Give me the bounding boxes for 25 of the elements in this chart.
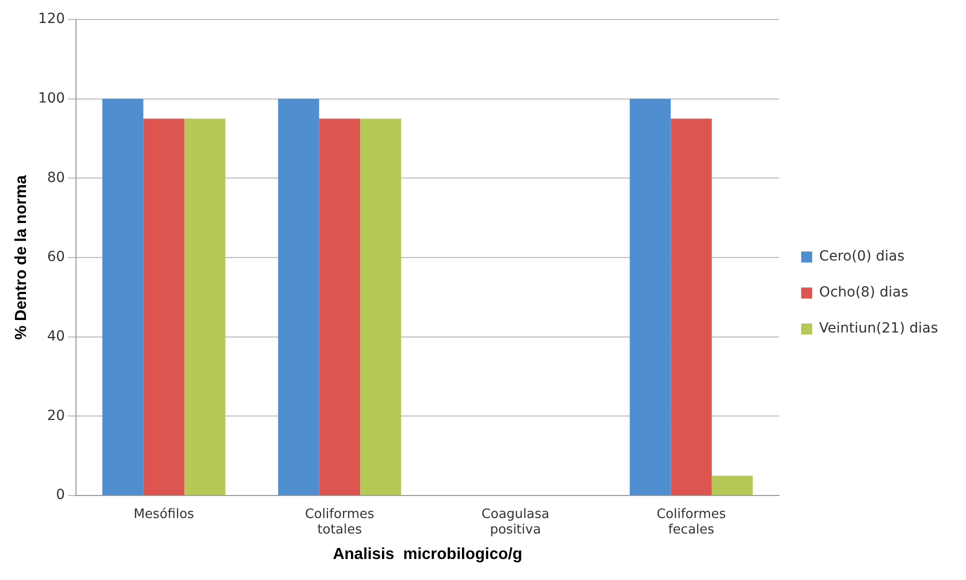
legend-label: Ocho(8) dias <box>819 284 908 301</box>
bar <box>184 118 226 496</box>
bar <box>670 118 712 496</box>
y-tick-label: 0 <box>56 487 65 504</box>
y-tick-label: 60 <box>47 249 65 266</box>
bar <box>360 118 402 496</box>
y-tick-label: 80 <box>47 170 65 186</box>
legend-label: Veintiun(21) dias <box>819 320 938 337</box>
bar <box>319 118 360 496</box>
y-tick-label: 20 <box>47 408 65 424</box>
bar <box>630 98 671 496</box>
bar <box>712 476 753 496</box>
y-tick-label: 40 <box>47 328 65 345</box>
legend-label: Cero(0) dias <box>819 248 905 265</box>
y-tick-label: 120 <box>38 11 65 28</box>
y-tick-label: 100 <box>38 90 65 106</box>
bar <box>102 98 144 496</box>
x-axis-title: Analisis microbilogico/g <box>332 546 522 563</box>
x-tick-label: Coliformes fecales <box>656 506 726 538</box>
x-tick-label: Coliformes totales <box>304 506 375 538</box>
y-axis-title: % Dentro de la norma <box>13 175 30 340</box>
bar <box>278 98 320 496</box>
bar <box>143 118 184 496</box>
x-tick-label: Mesófilos <box>134 506 194 522</box>
x-tick-label: Coagulasa positiva <box>482 506 550 538</box>
